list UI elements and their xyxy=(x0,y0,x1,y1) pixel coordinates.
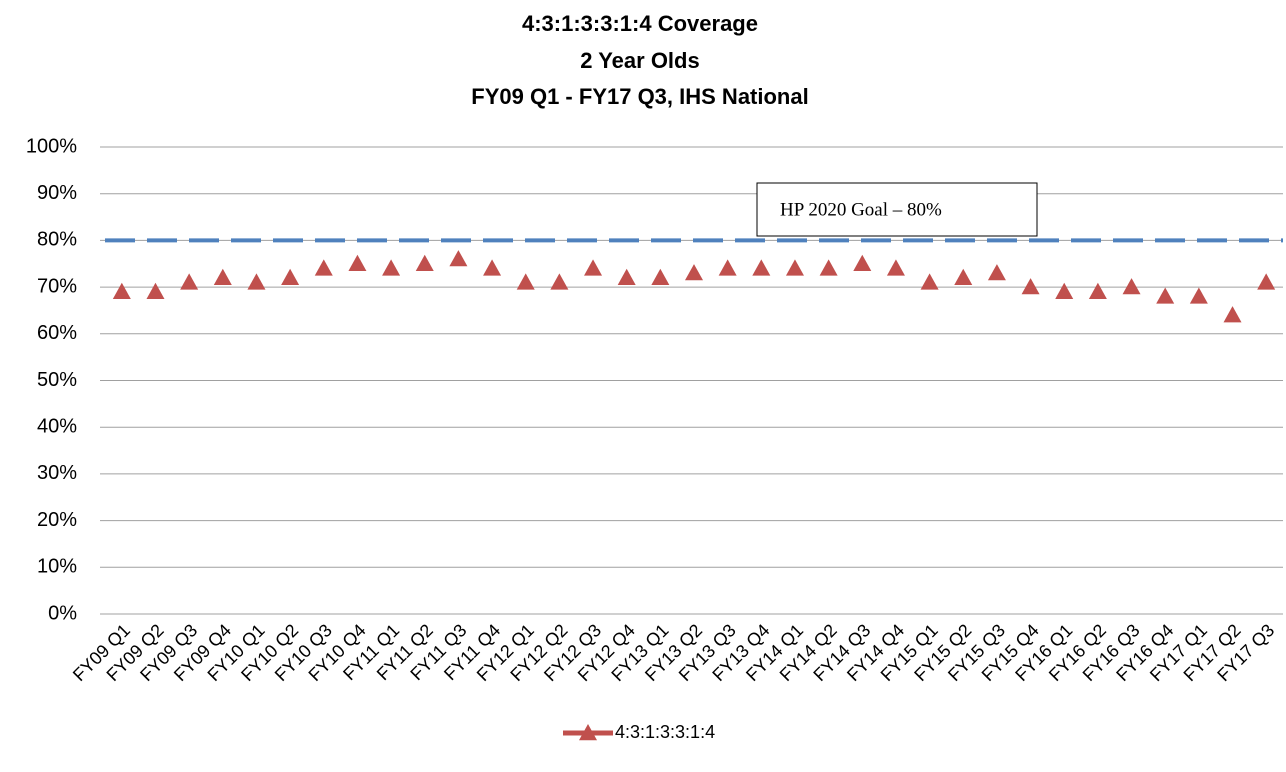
marker xyxy=(415,254,434,271)
marker xyxy=(348,254,367,271)
marker xyxy=(584,259,603,276)
marker xyxy=(483,259,502,276)
marker xyxy=(1257,273,1276,290)
marker xyxy=(651,268,670,285)
marker xyxy=(819,259,838,276)
marker xyxy=(886,259,905,276)
y-tick-label: 100% xyxy=(26,135,77,157)
marker xyxy=(247,273,266,290)
annotation-box xyxy=(756,182,1038,237)
marker xyxy=(1156,287,1175,304)
chart-title: FY09 Q1 - FY17 Q3, IHS National xyxy=(471,84,808,109)
marker xyxy=(1055,282,1074,299)
y-tick-label: 10% xyxy=(37,556,77,578)
y-tick-label: 30% xyxy=(37,462,77,484)
marker xyxy=(550,273,569,290)
marker xyxy=(314,259,333,276)
marker xyxy=(1223,306,1242,323)
y-tick-label: 0% xyxy=(48,602,77,624)
marker xyxy=(954,268,973,285)
marker xyxy=(516,273,535,290)
marker xyxy=(281,268,300,285)
marker xyxy=(617,268,636,285)
marker xyxy=(685,264,703,281)
marker xyxy=(1021,278,1040,295)
y-tick-label: 50% xyxy=(37,369,77,391)
marker xyxy=(1189,287,1208,304)
marker xyxy=(752,259,771,276)
marker xyxy=(213,268,232,285)
legend-label: 4:3:1:3:3:1:4 xyxy=(615,722,715,742)
chart-title: 2 Year Olds xyxy=(580,48,699,73)
chart-title: 4:3:1:3:3:1:4 Coverage xyxy=(522,11,758,36)
y-tick-label: 60% xyxy=(37,322,77,344)
marker xyxy=(112,282,131,299)
marker xyxy=(1088,282,1107,299)
marker xyxy=(987,264,1006,281)
marker xyxy=(1122,278,1141,295)
annotation: HP 2020 Goal – 80% xyxy=(780,199,942,220)
marker xyxy=(920,273,939,290)
marker xyxy=(718,259,737,276)
marker xyxy=(785,259,804,276)
y-tick-label: 70% xyxy=(37,275,77,297)
marker xyxy=(180,273,199,290)
y-tick-label: 20% xyxy=(37,509,77,531)
marker xyxy=(382,259,401,276)
y-tick-label: 90% xyxy=(37,182,77,204)
marker xyxy=(146,282,165,299)
legend-marker xyxy=(579,724,597,741)
marker xyxy=(853,254,872,271)
y-tick-label: 80% xyxy=(37,229,77,251)
y-tick-label: 40% xyxy=(37,415,77,437)
marker xyxy=(449,250,468,267)
